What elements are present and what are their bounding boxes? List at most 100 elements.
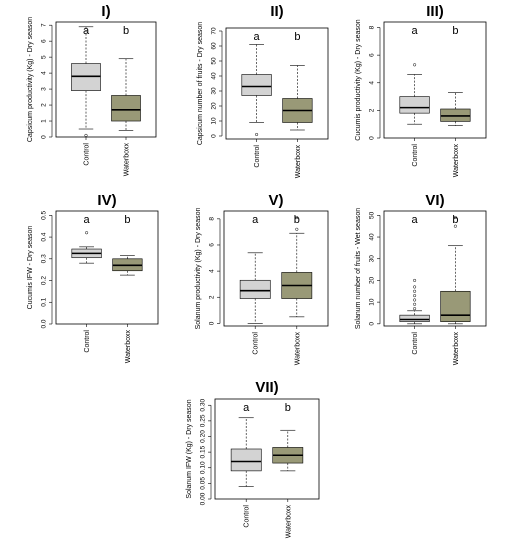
y-tick-label: 2 [369, 108, 376, 112]
outlier-point [255, 132, 259, 137]
plot-frame [383, 21, 487, 139]
significance-letter: a [412, 214, 419, 226]
box-control: a [71, 214, 102, 264]
y-tick-label: 0.5 [41, 210, 48, 219]
y-tick-label: 0 [41, 135, 48, 139]
y-tick-label: 4 [369, 81, 376, 85]
iqr-box [239, 279, 271, 299]
y-tick-label: 4 [209, 269, 216, 273]
x-tick-label: Waterboxx [453, 144, 460, 178]
significance-letter: a [252, 214, 259, 226]
outlier-point [413, 285, 417, 289]
outlier-point [413, 298, 417, 302]
panel-title: IV) [97, 192, 116, 209]
y-axis-label: Solanum number of fruits - Wet season [355, 208, 362, 329]
x-tick-label: Control [244, 505, 251, 528]
y-tick-label: 0.4 [41, 232, 48, 241]
y-axis-label: Capsicum productivity (Kg) - Dry season [27, 17, 34, 142]
outlier-point [453, 215, 457, 220]
y-tick-label: 30 [369, 255, 376, 263]
y-tick-label: 6 [369, 53, 376, 57]
y-tick-label: 0.15 [200, 445, 207, 458]
y-tick-label: 70 [211, 27, 218, 35]
significance-letter: a [84, 214, 91, 226]
y-axis-label: Cucumis IFW - Dry season [27, 226, 34, 310]
plot-frame [55, 210, 159, 325]
box-waterboxx: b [272, 402, 304, 472]
y-tick-label: 0 [211, 134, 218, 138]
y-tick-label: 6 [209, 243, 216, 247]
x-tick-label: Control [84, 330, 91, 353]
y-tick-label: 0.2 [41, 276, 48, 285]
y-tick-label: 10 [369, 298, 376, 306]
iqr-box [111, 95, 141, 122]
box-waterboxx: b [440, 214, 471, 325]
significance-letter: b [124, 214, 130, 226]
box-control: a [71, 25, 101, 137]
significance-letter: a [243, 402, 250, 414]
x-tick-label: Waterboxx [453, 332, 460, 366]
plot-frame [383, 210, 487, 327]
y-tick-label: 0 [369, 322, 376, 326]
x-tick-label: Waterboxx [294, 332, 301, 366]
y-axis-label: Cucumis productivity (Kg) - Dry season [355, 19, 362, 140]
y-tick-label: 0 [209, 321, 216, 325]
plot-frame [223, 210, 329, 327]
outlier-point [85, 231, 89, 235]
x-tick-label: Waterboxx [125, 330, 132, 364]
panel-3: III) 0 2 4 6 8 Cucumis productivity (Kg) - Dry… [355, 3, 487, 178]
y-tick-label: 0 [369, 136, 376, 140]
panel-5: V) 0 2 4 6 8 Solanum productivity (Kg) - Dry s… [195, 192, 329, 366]
significance-letter: b [294, 31, 300, 43]
significance-letter: b [294, 214, 300, 226]
panel-4: IV) 0.0 0.1 0.2 0.3 0.4 0.5 Cucumis IFW - Dry s… [27, 192, 159, 364]
y-tick-label: 0.20 [200, 430, 207, 443]
panel-2: II) 0 10 20 30 40 50 60 70 Capsicum number of fru… [197, 3, 329, 179]
y-tick-label: 2 [41, 103, 48, 107]
x-tick-label: Waterboxx [295, 145, 302, 179]
y-axis-label: Capsicum number of fruits - Dry season [197, 22, 204, 145]
x-tick-label: Control [412, 332, 419, 355]
plot-frame [225, 27, 329, 140]
outlier-point [413, 289, 417, 293]
iqr-box [399, 96, 430, 114]
y-tick-label: 40 [369, 233, 376, 241]
y-tick-label: 30 [211, 87, 218, 95]
significance-letter: b [123, 25, 129, 37]
outlier-point [453, 224, 457, 228]
box-waterboxx: b [281, 214, 313, 318]
iqr-box [440, 290, 471, 322]
significance-letter: a [412, 25, 419, 37]
outlier-point [413, 63, 417, 67]
y-tick-label: 2 [209, 295, 216, 299]
y-tick-label: 0.25 [200, 414, 207, 427]
y-axis-label: Solanum IFW (Kg) - Dry season [186, 399, 193, 498]
outlier-point [413, 294, 417, 298]
iqr-box [399, 314, 430, 322]
box-waterboxx: b [282, 31, 313, 131]
significance-letter: a [83, 25, 90, 37]
outlier-point [413, 307, 417, 311]
significance-letter: b [285, 402, 291, 414]
box-control: a [399, 25, 430, 125]
panel-1: I) 0 1 2 3 4 5 6 7 Capsicum productivity (Kg) - D… [27, 3, 157, 176]
y-tick-label: 20 [369, 276, 376, 284]
panel-title: I) [101, 3, 110, 20]
significance-letter: a [254, 31, 261, 43]
plot-frame [55, 21, 157, 138]
y-tick-label: 3 [41, 87, 48, 91]
panel-title: VII) [255, 379, 278, 396]
y-tick-label: 8 [369, 25, 376, 29]
panel-title: III) [426, 3, 444, 20]
outlier-point [413, 302, 417, 306]
box-control: a [239, 214, 271, 324]
y-tick-label: 20 [211, 102, 218, 110]
box-waterboxx: b [440, 25, 471, 126]
y-tick-label: 0.1 [41, 297, 48, 306]
y-tick-label: 10 [211, 117, 218, 125]
plot-frame [214, 398, 320, 500]
panel-title: II) [270, 3, 283, 20]
x-tick-label: Waterboxx [285, 505, 292, 539]
panel-7: VII) 0.00 0.05 0.10 0.15 0.20 0.25 0.30 Solanum … [186, 379, 320, 539]
box-control: a [230, 402, 262, 487]
